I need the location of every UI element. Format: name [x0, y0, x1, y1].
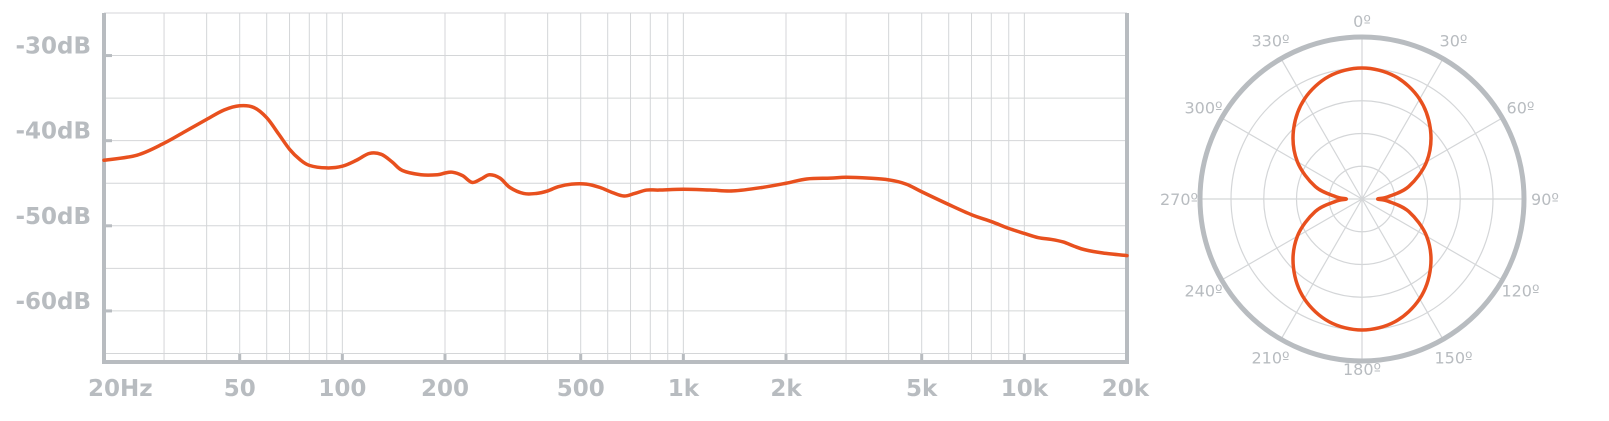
polar-angle-label: 270º [1160, 190, 1198, 209]
polar-spoke [1361, 198, 1444, 340]
x-tick-label: 20Hz [88, 376, 153, 402]
y-tick-label: -40dB [15, 119, 91, 145]
x-tick-label: 100 [318, 376, 366, 402]
polar-pattern-line [1291, 66, 1433, 332]
frequency-response-chart: -30dB -40dB -50dB -60dB 20Hz 50 100 200 500 1k 2k 5… [15, 12, 1150, 402]
frequency-response-line [102, 103, 1129, 258]
polar-angle-label: 180º [1343, 360, 1381, 379]
polar-spoke [1361, 58, 1444, 200]
y-tick-label: -30dB [15, 34, 91, 60]
x-tick-label: 50 [224, 376, 256, 402]
polar-spoke [1221, 198, 1363, 281]
polar-angle-label: 150º [1434, 348, 1472, 367]
polar-angle-label: 90º [1531, 190, 1559, 209]
polar-angle-label: 330º [1251, 32, 1289, 51]
x-tick-label: 5k [906, 376, 938, 402]
polar-spoke [1221, 117, 1363, 200]
polar-pattern-chart: 0º 30º 60º 90º 120º 150º 180º 210º 240º 270º 300º 3… [1160, 12, 1559, 379]
polar-angle-label: 60º [1507, 99, 1535, 118]
polar-spoke [1361, 198, 1503, 281]
x-tick-label: 10k [1001, 376, 1049, 402]
x-tick-label: 500 [557, 376, 605, 402]
polar-angle-label: 240º [1184, 282, 1222, 301]
x-tick-label: 200 [421, 376, 469, 402]
polar-angle-label: 0º [1353, 12, 1371, 31]
y-tick-label: -50dB [15, 204, 91, 230]
polar-outer-ring [1197, 34, 1527, 364]
x-tick-label: 1k [668, 376, 700, 402]
x-tick-label: 20k [1102, 376, 1150, 402]
polar-spoke [1280, 198, 1363, 340]
polar-angle-label: 120º [1501, 282, 1539, 301]
polar-angle-label: 210º [1251, 348, 1289, 367]
x-tick-label: 2k [770, 376, 802, 402]
polar-spoke [1280, 58, 1363, 200]
polar-angle-label: 300º [1184, 99, 1222, 118]
polar-spoke [1361, 117, 1503, 200]
polar-angle-label: 30º [1440, 32, 1468, 51]
y-tick-label: -60dB [15, 289, 91, 315]
